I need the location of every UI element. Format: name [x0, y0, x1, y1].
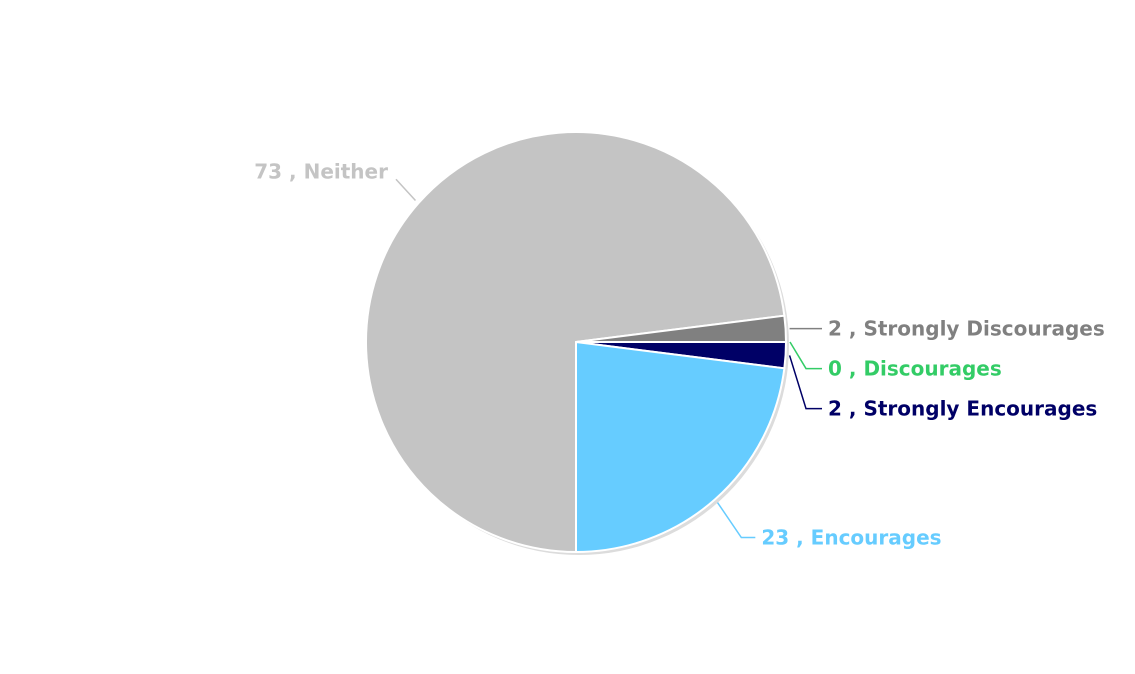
leader-line-encourages	[716, 502, 756, 539]
slice-label-strongly-encourages: 2 , Strongly Encourages	[828, 397, 1097, 421]
slice-label-discourages: 0 , Discourages	[828, 357, 1002, 381]
slice-label-neither: 73 , Neither	[254, 159, 388, 183]
slice-label-strongly-discourages: 2 , Strongly Discourages	[828, 317, 1105, 341]
leader-line-discourages	[789, 341, 822, 370]
leader-line-neither	[395, 178, 417, 201]
leader-line-strongly-encourages	[788, 355, 822, 410]
pie-slice-neither	[365, 131, 786, 554]
pie-slice-encourages	[575, 340, 786, 554]
pie-slice-strongly-discourages	[575, 314, 788, 343]
slice-label-encourages: 23 , Encourages	[761, 526, 941, 550]
